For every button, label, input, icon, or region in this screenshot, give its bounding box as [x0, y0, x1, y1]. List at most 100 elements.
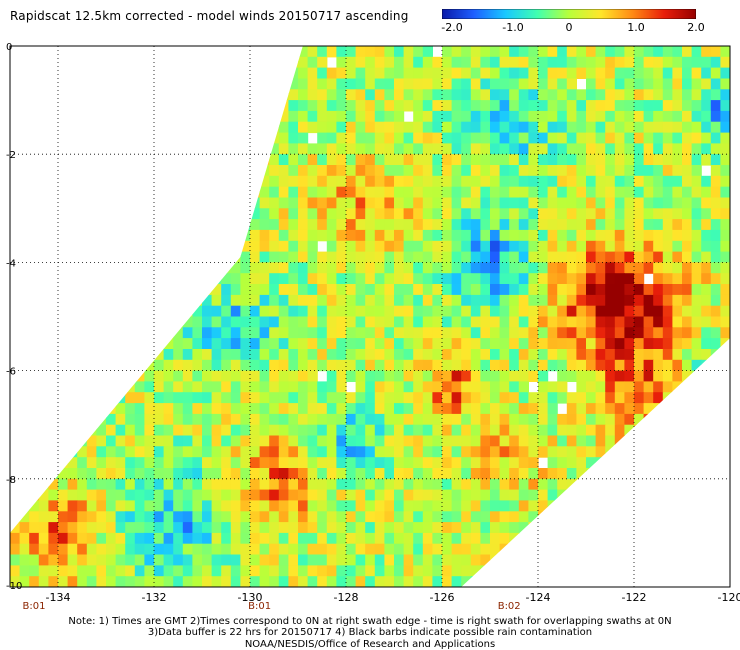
wind-difference-cell: [538, 121, 549, 134]
wind-difference-cell: [701, 46, 712, 58]
wind-difference-cell: [269, 284, 280, 296]
wind-difference-cell: [182, 56, 193, 69]
wind-difference-cell: [614, 56, 625, 69]
wind-difference-cell: [605, 576, 616, 587]
wind-difference-cell: [374, 381, 385, 393]
wind-difference-cell: [298, 338, 309, 350]
wind-difference-cell: [518, 446, 529, 458]
wind-difference-cell: [422, 370, 433, 382]
wind-difference-cell: [653, 262, 664, 274]
wind-difference-cell: [211, 370, 222, 382]
wind-difference-cell: [365, 500, 376, 512]
wind-difference-cell: [211, 424, 222, 437]
wind-difference-cell: [384, 208, 395, 220]
wind-difference-cell: [374, 413, 385, 426]
wind-difference-cell: [643, 154, 654, 166]
wind-difference-cell: [653, 219, 664, 231]
wind-difference-cell: [614, 468, 625, 480]
wind-difference-cell: [269, 511, 280, 523]
wind-difference-cell: [672, 110, 683, 123]
wind-difference-cell: [58, 305, 69, 318]
wind-difference-cell: [442, 165, 453, 177]
wind-difference-cell: [413, 284, 424, 296]
wind-difference-cell: [221, 446, 232, 458]
wind-difference-cell: [67, 478, 78, 491]
wind-difference-cell: [499, 576, 510, 587]
wind-difference-cell: [442, 543, 453, 556]
wind-difference-cell: [528, 543, 539, 556]
wind-difference-cell: [10, 219, 21, 231]
wind-difference-cell: [557, 78, 568, 90]
wind-difference-cell: [624, 154, 635, 166]
wind-difference-cell: [298, 294, 309, 307]
wind-difference-cell: [365, 478, 376, 491]
wind-difference-cell: [192, 262, 203, 274]
wind-difference-cell: [58, 175, 69, 188]
wind-difference-cell: [269, 532, 280, 545]
wind-difference-cell: [269, 478, 280, 491]
wind-difference-cell: [547, 132, 558, 144]
wind-difference-cell: [384, 175, 395, 188]
wind-difference-cell: [518, 543, 529, 556]
wind-difference-cell: [422, 468, 433, 480]
wind-difference-cell: [106, 522, 117, 534]
wind-difference-cell: [96, 468, 107, 480]
wind-difference-cell: [212, 587, 222, 598]
wind-difference-cell: [480, 273, 491, 285]
wind-difference-cell: [451, 370, 462, 382]
wind-difference-cell: [173, 435, 184, 447]
wind-difference-cell: [288, 543, 299, 556]
wind-difference-cell: [480, 208, 491, 220]
wind-difference-cell: [288, 576, 299, 587]
wind-difference-cell: [662, 165, 673, 177]
wind-difference-cell: [547, 327, 558, 339]
wind-difference-cell: [595, 316, 606, 328]
wind-difference-cell: [518, 511, 529, 523]
wind-difference-cell: [48, 229, 59, 242]
wind-difference-cell: [499, 186, 510, 199]
wind-difference-cell: [384, 500, 395, 512]
wind-difference-cell: [144, 78, 155, 90]
wind-difference-cell: [317, 403, 328, 415]
wind-difference-cell: [336, 294, 347, 307]
wind-difference-cell: [538, 468, 549, 480]
wind-difference-cell: [77, 413, 88, 426]
wind-difference-cell: [442, 273, 453, 285]
wind-difference-cell: [144, 186, 155, 199]
wind-difference-cell: [461, 468, 472, 480]
wind-difference-cell: [259, 511, 270, 523]
wind-difference-cell: [442, 424, 453, 437]
wind-difference-cell: [211, 522, 222, 534]
wind-difference-cell: [278, 78, 289, 90]
wind-difference-cell: [58, 446, 69, 458]
wind-difference-cell: [720, 413, 730, 426]
wind-difference-cell: [96, 381, 107, 393]
wind-difference-cell: [288, 262, 299, 274]
longitude-tick-label: -132: [142, 591, 167, 604]
wind-difference-cell: [374, 186, 385, 199]
wind-difference-cell: [211, 338, 222, 350]
wind-difference-cell: [451, 208, 462, 220]
wind-difference-cell: [134, 132, 145, 144]
wind-difference-cell: [106, 132, 117, 144]
wind-difference-cell: [48, 110, 59, 123]
wind-difference-cell: [422, 543, 433, 556]
wind-difference-cell: [163, 67, 174, 79]
wind-difference-cell: [230, 565, 241, 577]
wind-difference-cell: [576, 565, 587, 577]
wind-difference-cell: [115, 565, 126, 577]
wind-difference-cell: [211, 489, 222, 501]
wind-difference-cell: [240, 500, 251, 512]
wind-difference-cell: [221, 316, 232, 328]
wind-difference-cell: [365, 565, 376, 577]
wind-difference-cell: [720, 576, 730, 587]
wind-difference-cell: [509, 359, 520, 372]
wind-difference-cell: [499, 143, 510, 155]
wind-difference-cell: [307, 186, 318, 199]
wind-difference-cell: [538, 478, 549, 491]
wind-difference-cell: [106, 208, 117, 220]
wind-difference-cell: [355, 110, 366, 123]
wind-difference-cell: [557, 370, 568, 382]
wind-difference-cell: [106, 424, 117, 437]
wind-difference-cell: [154, 359, 165, 372]
